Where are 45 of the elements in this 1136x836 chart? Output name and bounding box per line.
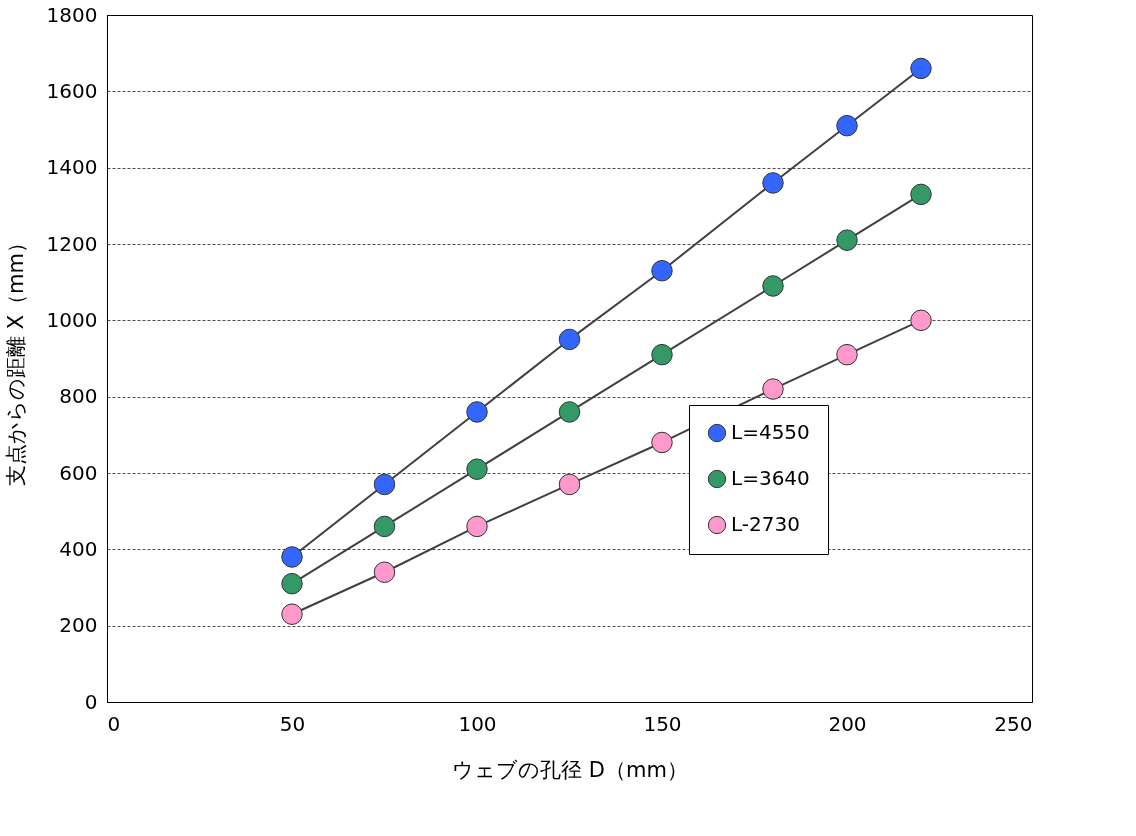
x-tick-label: 50: [279, 711, 306, 736]
point: [558, 473, 581, 496]
point: [373, 473, 396, 496]
point: [373, 561, 396, 583]
point: [651, 343, 673, 366]
point: [651, 431, 673, 454]
point: [373, 515, 396, 538]
y-tick-label: 800: [59, 384, 98, 409]
y-tick-label: 1400: [46, 155, 98, 180]
x-tick-label: 150: [643, 711, 682, 736]
point: [762, 378, 784, 400]
y-tick-label: 1000: [46, 307, 98, 332]
point: [910, 309, 932, 332]
x-tick-label: 200: [828, 711, 867, 736]
point: [910, 57, 932, 80]
y-tick-label: 1200: [46, 231, 98, 256]
point: [836, 229, 858, 251]
point: [466, 401, 488, 423]
y-tick-label: 0: [84, 689, 98, 714]
y-axis-title: 支点からの距離 X（mm）: [3, 232, 28, 486]
point: [281, 572, 303, 595]
point: [466, 458, 488, 480]
point: [558, 401, 581, 423]
legend-label: L=4550: [731, 420, 810, 444]
y-tick-label: 1600: [46, 78, 98, 103]
legend-label: L=3640: [731, 466, 810, 490]
point: [910, 183, 932, 206]
x-tick-label: 250: [994, 711, 1033, 736]
x-tick-label: 100: [458, 711, 497, 736]
y-tick-label: 400: [59, 536, 98, 561]
x-axis-title: ウェブの孔径 D（mm）: [452, 757, 688, 782]
point: [281, 546, 303, 568]
point: [836, 343, 858, 366]
point: [836, 114, 858, 137]
y-tick-label: 600: [59, 460, 98, 485]
y-tick-label: 200: [59, 613, 98, 638]
point: [762, 275, 784, 297]
point: [558, 328, 581, 351]
legend-label: L-2730: [731, 512, 800, 536]
y-tick-label: 1800: [46, 2, 98, 27]
point: [651, 259, 673, 282]
point: [281, 603, 303, 625]
point: [762, 172, 784, 194]
point: [466, 515, 488, 538]
x-tick-label: 0: [107, 711, 121, 736]
